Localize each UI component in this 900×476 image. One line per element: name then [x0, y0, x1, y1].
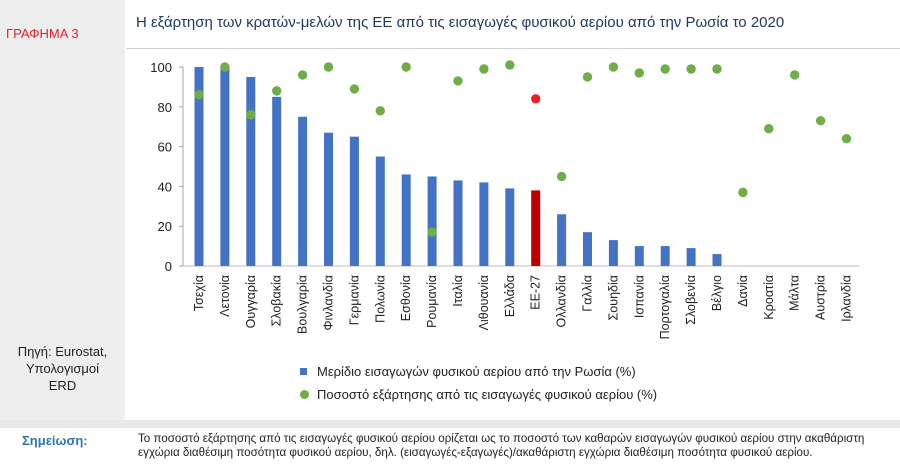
dependency-dot	[272, 86, 282, 96]
bar	[479, 182, 489, 266]
x-tick-label: Γαλλία	[581, 275, 595, 312]
x-tick-label: Λετονία	[218, 275, 232, 317]
y-tick-label: 40	[158, 179, 172, 194]
chart-title: Η εξάρτηση των κρατών-μελών της ΕΕ από τ…	[136, 14, 785, 31]
dependency-dot	[531, 94, 541, 104]
bar	[375, 156, 385, 266]
x-tick-label: Πορτογαλία	[658, 275, 672, 339]
dependency-dot	[686, 64, 696, 74]
chart-legend: Μερίδιο εισαγωγών φυσικού αερίου από την…	[300, 360, 657, 406]
bar	[427, 176, 437, 266]
note-text: Το ποσοστό εξάρτησης από τις εισαγωγές φ…	[138, 432, 865, 459]
y-tick-label: 80	[158, 100, 172, 115]
bar	[634, 246, 644, 266]
x-tick-label: Ιρλανδία	[840, 275, 854, 322]
bar	[453, 180, 463, 266]
bar	[401, 174, 411, 266]
bar	[505, 188, 515, 266]
chart-title-bar: Η εξάρτηση των κρατών-μελών της ΕΕ από τ…	[126, 0, 900, 49]
x-tick-label: Αυστρία	[814, 275, 828, 320]
x-tick-label: Ισπανία	[632, 275, 646, 318]
x-tick-label: Λιθουανία	[477, 275, 491, 330]
x-tick-label: Ελλάδα	[503, 275, 517, 317]
dependency-dot	[634, 68, 644, 78]
dependency-dot	[427, 227, 437, 237]
dependency-dot	[246, 110, 256, 120]
x-tick-label: Εσθονία	[399, 275, 413, 321]
dependency-dot	[556, 171, 567, 182]
dependency-dot	[220, 62, 230, 72]
bar	[531, 190, 541, 266]
dependency-dot	[479, 64, 489, 74]
x-tick-label: Σουηδία	[606, 275, 620, 320]
legend-square-icon	[300, 368, 307, 375]
dependency-dot	[323, 62, 334, 72]
x-tick-label: Ιταλία	[451, 275, 465, 307]
x-tick-label: Σλοβακία	[270, 275, 284, 326]
dependency-dot	[764, 123, 774, 134]
legend-item-bars: Μερίδιο εισαγωγών φυσικού αερίου από την…	[300, 360, 657, 383]
x-tick-label: Πολωνία	[373, 275, 387, 323]
dependency-dot	[738, 187, 748, 198]
bar	[583, 232, 592, 266]
x-tick-label: Σλοβενία	[684, 275, 698, 325]
source-line-3: ERD	[48, 378, 77, 393]
bar	[660, 246, 670, 266]
bar	[324, 132, 333, 266]
bar	[220, 67, 230, 266]
x-tick-label: Ολλανδία	[555, 275, 569, 327]
legend-dot-icon	[300, 390, 309, 399]
figure-label: ΓΡΑΦΗΜΑ 3	[6, 26, 79, 41]
dependency-dot	[401, 62, 411, 72]
dependency-dot	[790, 70, 800, 80]
bar	[686, 248, 696, 266]
dependency-dot	[712, 64, 722, 74]
x-tick-label: Φινλανδία	[322, 275, 336, 331]
x-tick-label: Τσεχία	[192, 275, 206, 311]
dependency-dot	[453, 76, 463, 86]
bar	[712, 254, 722, 266]
x-tick-label: Ρουμανία	[425, 275, 439, 328]
x-tick-label: Μάλτα	[788, 275, 802, 311]
dependency-dot	[375, 106, 385, 116]
y-tick-label: 20	[158, 219, 172, 234]
x-tick-label: Ουγγαρία	[244, 275, 258, 328]
y-tick-label: 100	[150, 60, 172, 75]
legend-item-dots: Ποσοστό εξάρτησης από τις εισαγωγές φυσι…	[300, 383, 657, 406]
bar	[557, 214, 567, 266]
x-tick-label: ΕΕ-27	[529, 275, 543, 310]
bar	[608, 240, 618, 266]
dependency-dot	[815, 116, 826, 126]
dependency-dot	[582, 72, 593, 82]
dependency-dot	[841, 133, 852, 144]
source-line-2: Υπολογισμοί	[26, 361, 99, 376]
bar	[272, 96, 282, 266]
note-label: Σημείωση:	[22, 433, 88, 448]
dependency-dot	[608, 62, 619, 72]
source-note: Πηγή: Eurostat, Υπολογισμοί ERD	[0, 343, 125, 394]
bar	[298, 116, 308, 266]
legend-label-bars: Μερίδιο εισαγωγών φυσικού αερίου από την…	[317, 364, 636, 379]
dependency-dot	[660, 64, 670, 74]
chart: 0 20 40 60 80 100 Τσεχία Λετονία Ουγγαρία Σλοβακί…	[150, 60, 860, 339]
bar	[246, 76, 256, 266]
left-column	[0, 0, 125, 420]
dependency-dot	[297, 70, 308, 80]
y-tick-label: 0	[165, 259, 172, 274]
x-tick-label: Κροατία	[762, 275, 776, 320]
legend-label-dots: Ποσοστό εξάρτησης από τις εισαγωγές φυσι…	[317, 387, 658, 402]
bar	[349, 136, 359, 266]
x-tick-label: Γερμανία	[347, 275, 361, 325]
y-tick-label: 60	[158, 140, 172, 155]
dependency-dot	[349, 84, 360, 94]
separator	[0, 420, 900, 428]
x-tick-label: Βουλγαρία	[296, 275, 310, 334]
x-tick-label: Δανία	[736, 275, 750, 307]
bar	[194, 67, 204, 266]
x-tick-label: Βέλγιο	[710, 275, 724, 311]
source-line-1: Πηγή: Eurostat,	[17, 344, 108, 359]
dependency-dot	[505, 60, 515, 70]
dependency-dot	[194, 90, 204, 100]
